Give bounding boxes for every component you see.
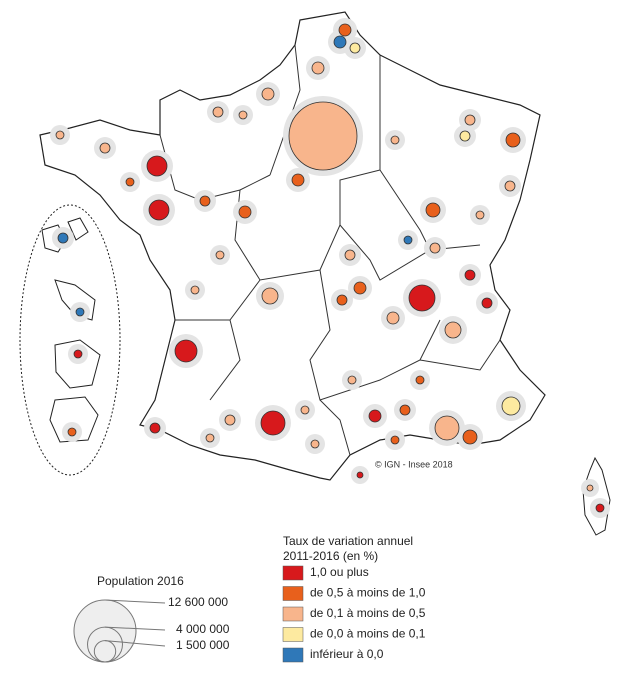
legend-label: inférieur à 0,0 <box>310 647 384 661</box>
size-leader <box>104 640 166 647</box>
city <box>57 232 69 244</box>
population-legend-title: Population 2016 <box>97 574 184 588</box>
city <box>67 427 77 437</box>
city <box>199 195 211 207</box>
city <box>386 311 400 325</box>
size-label: 1 500 000 <box>176 638 230 652</box>
legend-swatch <box>282 647 304 663</box>
city <box>260 410 286 436</box>
city <box>205 433 215 443</box>
city <box>425 202 441 218</box>
city <box>390 135 400 145</box>
city <box>429 242 441 254</box>
city <box>73 349 83 359</box>
city <box>586 484 594 492</box>
city <box>291 173 305 187</box>
city <box>99 142 111 154</box>
legend-label: de 0,5 à moins de 1,0 <box>310 586 426 600</box>
city <box>464 114 476 126</box>
city <box>353 281 367 295</box>
city <box>504 180 516 192</box>
city <box>349 42 361 54</box>
city <box>408 284 436 312</box>
city <box>261 287 279 305</box>
city <box>288 101 358 171</box>
city <box>464 269 476 281</box>
city <box>501 396 521 416</box>
city <box>475 210 485 220</box>
legend-swatch <box>282 606 304 622</box>
france-outline <box>39 11 546 481</box>
overseas-frame <box>19 204 121 476</box>
city <box>368 409 382 423</box>
legend: 1,0 ou plus de 0,5 à moins de 1,0 de 0,1 à… <box>282 565 426 663</box>
city <box>311 61 325 75</box>
size-label: 4 000 000 <box>176 622 230 636</box>
legend-swatch <box>282 627 304 642</box>
legend-swatch <box>282 586 304 601</box>
legend-swatch <box>282 565 304 581</box>
city <box>347 375 357 385</box>
city <box>146 155 168 177</box>
city <box>434 415 460 441</box>
city <box>215 250 225 260</box>
city <box>462 429 478 445</box>
city <box>390 435 400 445</box>
city <box>338 23 352 37</box>
city <box>55 130 65 140</box>
legend-title: 2011-2016 (en %) <box>283 549 378 563</box>
city <box>356 471 364 479</box>
legend-title: Taux de variation annuel <box>283 534 413 548</box>
population-legend: 12 600 000 4 000 000 1 500 000 <box>73 595 230 663</box>
cities <box>50 18 610 518</box>
city <box>595 503 605 513</box>
city <box>149 422 161 434</box>
city <box>190 285 200 295</box>
city <box>125 177 135 187</box>
city <box>224 414 236 426</box>
size-circle <box>73 599 137 663</box>
credit: © IGN - Insee 2018 <box>375 459 453 469</box>
city <box>344 249 356 261</box>
city <box>505 132 521 148</box>
legend-label: de 0,1 à moins de 0,5 <box>310 606 426 620</box>
city <box>148 199 170 221</box>
city <box>212 106 224 118</box>
size-label: 12 600 000 <box>168 595 228 609</box>
city <box>336 294 348 306</box>
size-circle <box>93 640 117 663</box>
reunion <box>49 396 99 443</box>
city <box>238 110 248 120</box>
legend-label: de 0,0 à moins de 0,1 <box>310 627 426 641</box>
city <box>300 405 310 415</box>
city <box>310 439 320 449</box>
city <box>415 375 425 385</box>
size-leader <box>104 599 166 604</box>
city <box>333 35 347 49</box>
size-leader <box>104 626 166 631</box>
city <box>174 339 198 363</box>
guyane <box>54 339 101 389</box>
city <box>403 235 413 245</box>
city <box>399 404 411 416</box>
city <box>75 307 85 317</box>
city <box>459 130 471 142</box>
city <box>444 321 462 339</box>
city <box>238 205 252 219</box>
city <box>261 87 275 101</box>
city <box>481 297 493 309</box>
legend-label: 1,0 ou plus <box>310 565 369 579</box>
